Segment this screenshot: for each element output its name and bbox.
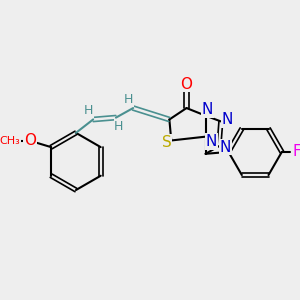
Text: S: S: [162, 135, 171, 150]
Text: CH₃: CH₃: [0, 136, 21, 146]
Text: N: N: [206, 134, 217, 149]
Text: N: N: [202, 103, 213, 118]
Text: H: H: [124, 93, 133, 106]
Text: H: H: [84, 104, 93, 117]
Text: O: O: [24, 133, 36, 148]
Text: N: N: [220, 140, 231, 154]
Text: N: N: [222, 112, 233, 127]
Text: H: H: [114, 120, 124, 133]
Text: F: F: [293, 144, 300, 159]
Text: O: O: [181, 77, 193, 92]
